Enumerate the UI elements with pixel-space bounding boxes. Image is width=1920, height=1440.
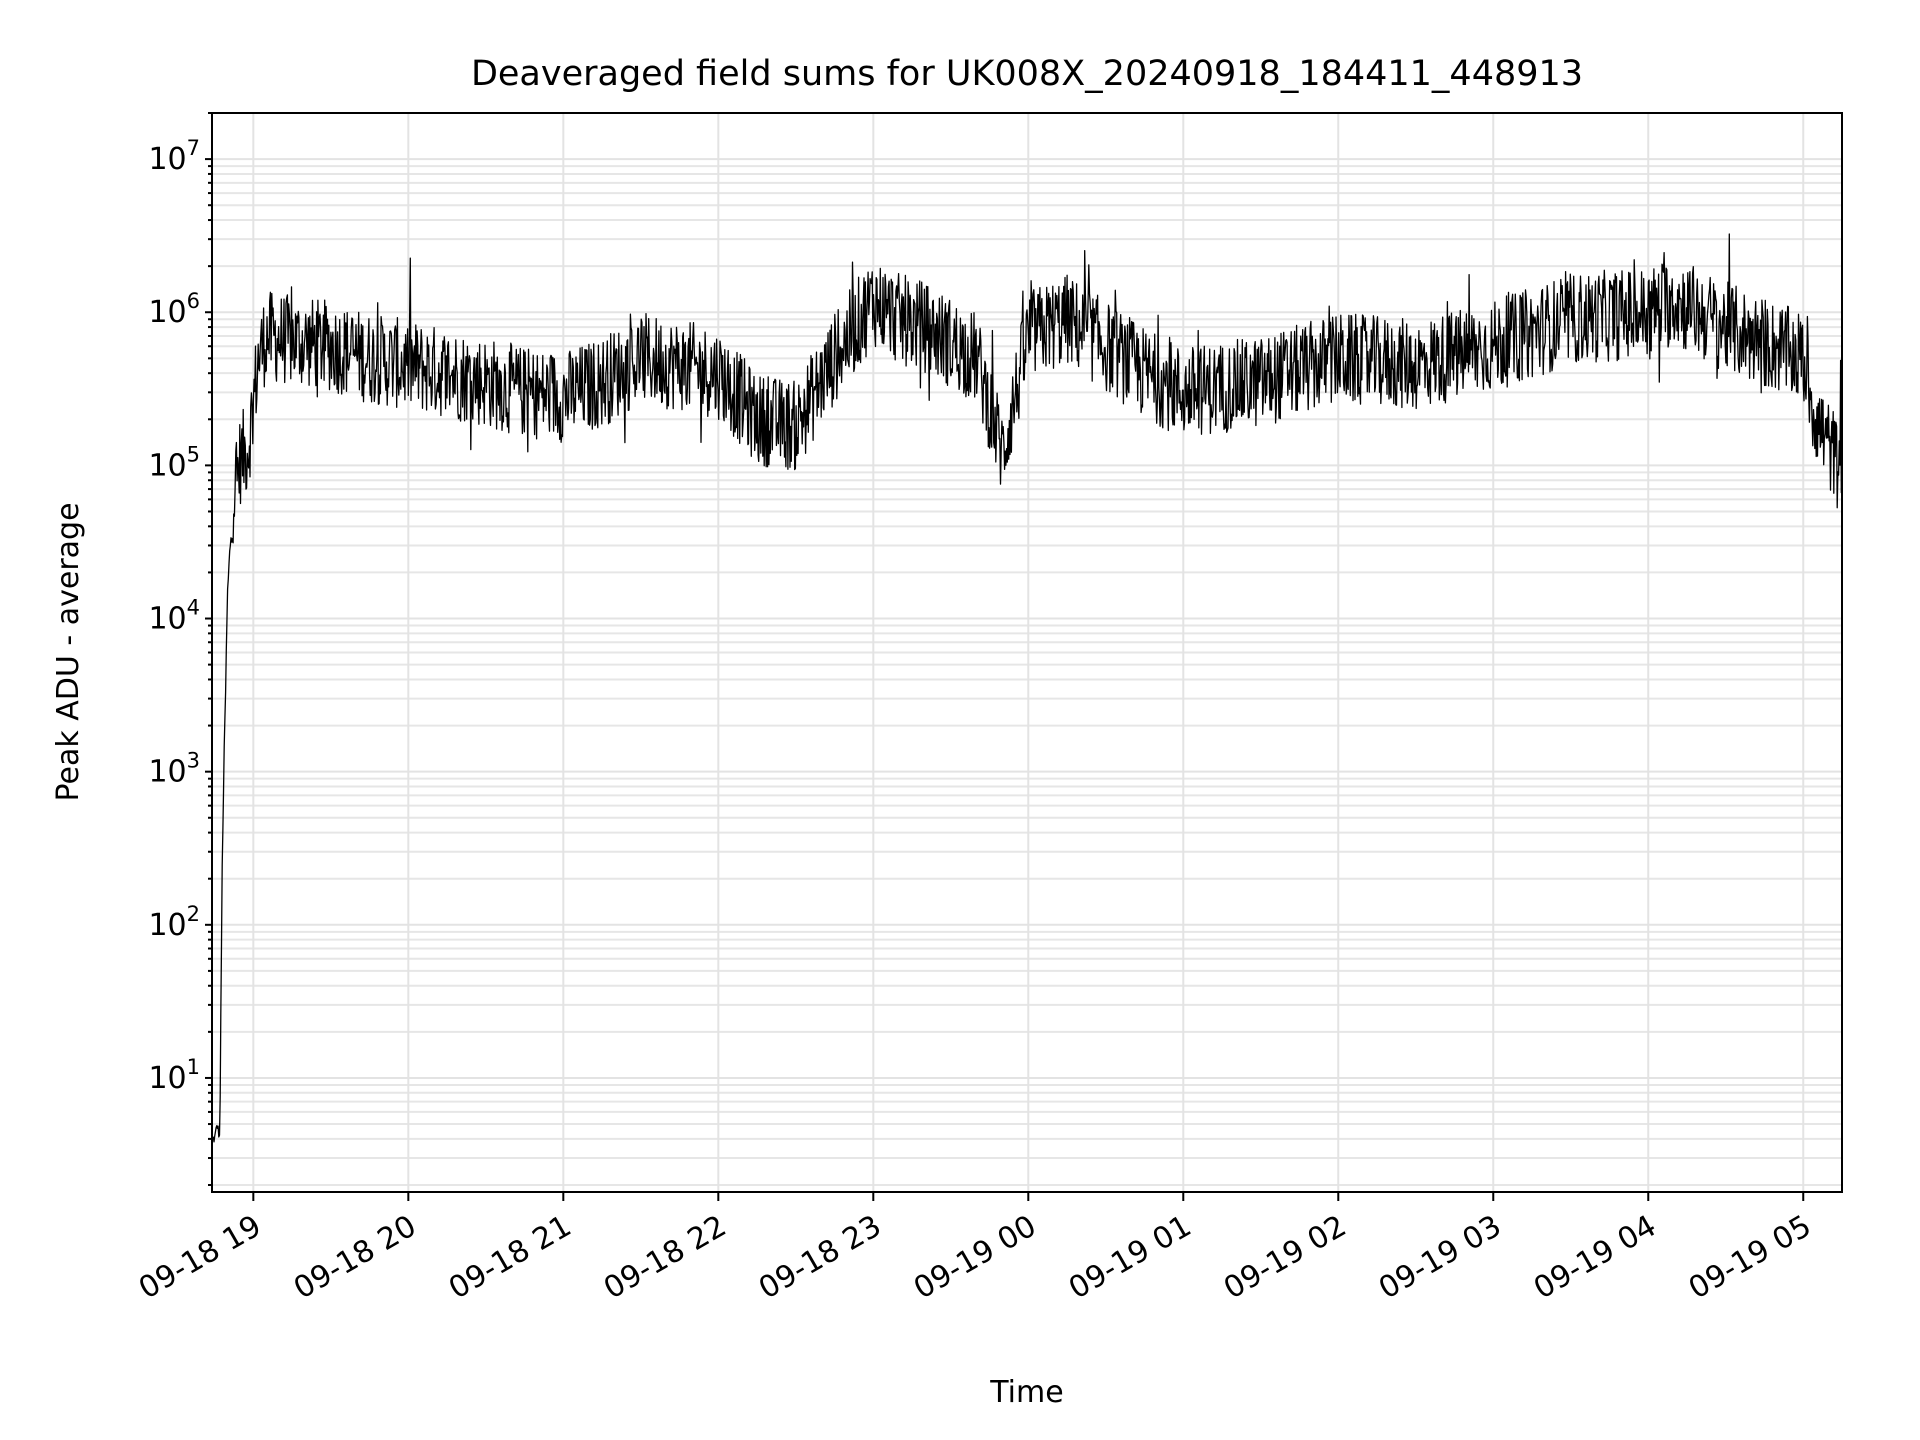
y-tick-label: 104 xyxy=(148,596,200,637)
chart-title: Deaveraged field sums for UK008X_2024091… xyxy=(471,54,1583,94)
y-tick-label: 107 xyxy=(148,136,200,177)
grid xyxy=(212,112,1842,1192)
y-axis-label: Peak ADU - average xyxy=(51,502,86,801)
series-line xyxy=(211,233,1843,1143)
y-tick-label: 103 xyxy=(148,749,200,790)
x-axis-label: Time xyxy=(989,1375,1063,1410)
y-tick-label: 101 xyxy=(148,1055,200,1096)
y-axis: 101 102 103 104 105 106 107 xyxy=(148,112,212,1186)
y-tick-label: 105 xyxy=(148,442,200,483)
y-tick-label: 102 xyxy=(148,902,200,943)
series-layer xyxy=(211,233,1843,1143)
y-tick-label: 106 xyxy=(148,289,200,330)
